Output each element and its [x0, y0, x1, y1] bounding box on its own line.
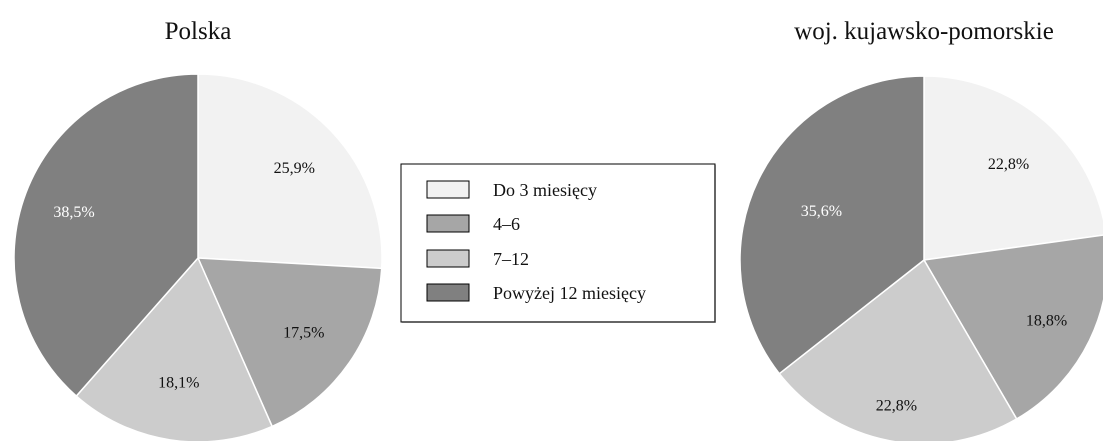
legend-label-4-6: 4–6 — [493, 214, 520, 234]
pie-slices-kujawsko-pomorskie — [739, 75, 1103, 441]
legend: Do 3 miesięcy 4–6 7–12 Powyżej 12 miesię… — [400, 163, 716, 323]
data-label-polska-7-12: 18,1% — [158, 375, 199, 392]
data-label-polska-4-6: 17,5% — [283, 324, 324, 341]
pie-slice-polska-powyzej-12-miesiecy — [13, 73, 199, 398]
pie-slices-polska — [13, 73, 383, 441]
pie-chart-polska: Polska 25,9% 17,5% 18,1% 38,5% — [13, 18, 383, 441]
legend-item-7-12: 7–12 — [426, 249, 529, 269]
legend-box-shadow — [402, 165, 716, 323]
legend-label-7-12: 7–12 — [493, 249, 529, 269]
legend-item-do-3-miesiecy: Do 3 miesięcy — [426, 180, 597, 200]
legend-swatch-powyzej-12-miesiecy — [426, 283, 470, 302]
data-label-kujawsko-pomorskie-4-6: 18,8% — [1026, 313, 1067, 330]
pie-slice-kujawsko-pomorskie-4-6 — [922, 234, 1103, 420]
legend-swatch-7-12 — [426, 249, 470, 268]
legend-label-powyzej-12-miesiecy: Powyżej 12 miesięcy — [493, 283, 646, 303]
data-label-polska-powyzej-12-miesiecy: 38,5% — [53, 204, 94, 221]
legend-label-do-3-miesiecy: Do 3 miesięcy — [493, 180, 597, 200]
legend-swatch-do-3-miesiecy — [426, 180, 470, 199]
chart-title-kujawsko-pomorskie: woj. kujawsko-pomorskie — [794, 18, 1054, 45]
pie-slice-polska-7-12 — [75, 256, 274, 441]
pie-slice-kujawsko-pomorskie-do-3-miesiecy — [923, 75, 1103, 261]
pie-chart-kujawsko-pomorskie: woj. kujawsko-pomorskie 22,8% 18,8% 22,8% 3… — [739, 18, 1103, 441]
pie-labels-polska: 25,9% 17,5% 18,1% 38,5% — [53, 160, 324, 392]
pie-labels-kujawsko-pomorskie: 22,8% 18,8% 22,8% 35,6% — [801, 156, 1067, 415]
data-label-polska-do-3-miesiecy: 25,9% — [274, 160, 315, 177]
pie-slice-polska-4-6 — [196, 257, 383, 428]
data-label-kujawsko-pomorskie-do-3-miesiecy: 22,8% — [988, 156, 1029, 173]
chart-title-polska: Polska — [165, 18, 232, 45]
data-label-kujawsko-pomorskie-7-12: 22,8% — [876, 398, 917, 415]
legend-item-powyzej-12-miesiecy: Powyżej 12 miesięcy — [426, 283, 646, 303]
pie-slice-kujawsko-pomorskie-powyzej-12-miesiecy — [739, 75, 925, 375]
legend-item-4-6: 4–6 — [426, 214, 520, 234]
data-label-kujawsko-pomorskie-powyzej-12-miesiecy: 35,6% — [801, 203, 842, 220]
legend-swatch-4-6 — [426, 214, 470, 233]
pie-slice-polska-do-3-miesiecy — [197, 73, 383, 270]
